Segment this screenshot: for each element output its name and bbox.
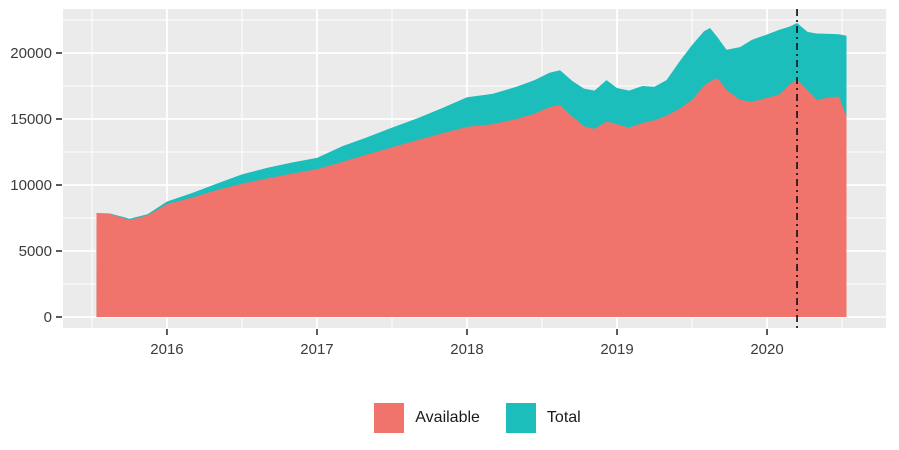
legend-entry-total: Total — [505, 403, 581, 433]
legend-label-total: Total — [546, 409, 581, 426]
chart-svg: 2016 2017 2018 2019 2020 0 5000 10000 15000 20000 — [10, 9, 886, 358]
y-tick-label: 20000 — [10, 45, 52, 62]
area-series-available — [96, 78, 847, 318]
x-tick-label: 2020 — [750, 341, 783, 358]
legend-entry-available: Available — [374, 403, 480, 433]
x-tick-label: 2018 — [450, 341, 483, 358]
legend-key-available-swatch — [374, 403, 405, 433]
legend-label-available: Available — [415, 409, 480, 426]
chart-panel: 2016 2017 2018 2019 2020 0 5000 10000 15000 20000 — [10, 9, 886, 358]
x-tick-label: 2017 — [300, 341, 333, 358]
x-tick-label: 2019 — [600, 341, 633, 358]
y-tick-label: 15000 — [10, 111, 52, 128]
y-tick-label: 5000 — [19, 243, 52, 260]
x-tick-label: 2016 — [150, 341, 183, 358]
legend-key-total-swatch — [505, 403, 536, 433]
legend: Available Total — [0, 403, 899, 433]
y-tick-label: 0 — [44, 309, 52, 326]
y-tick-label: 10000 — [10, 177, 52, 194]
